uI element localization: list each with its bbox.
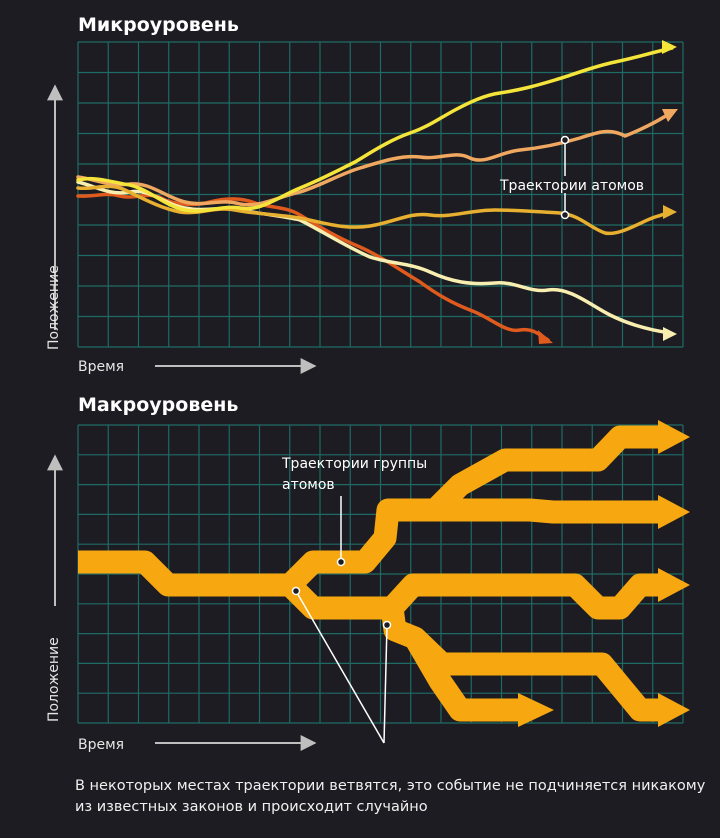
trajectory-gold (76, 184, 674, 236)
arrowhead-gold (663, 205, 677, 219)
band-trunk (78, 550, 290, 597)
macro-bands (78, 425, 660, 722)
micro-y-axis-label: Положение (46, 265, 62, 350)
footnote: В некоторых местах траектории ветвятся, … (75, 778, 706, 815)
band-arrowhead-middle (658, 568, 690, 602)
band-arrowhead-lower (658, 693, 690, 727)
band-arrowhead-upper (658, 420, 690, 454)
band-arrowhead-upper-mid (658, 495, 690, 529)
micro-arrowheads (538, 40, 678, 344)
branch-pointer-line-left (295, 590, 385, 744)
band-arrowhead-lowest (518, 693, 554, 727)
band-middle (281, 573, 660, 620)
arrowhead-pale (663, 327, 677, 341)
arrowhead-yellow (662, 40, 677, 54)
macro-annotation-line1: Траектории группы (281, 456, 427, 472)
branch-point-dot-right (382, 620, 392, 630)
macro-y-axis-label: Положение (46, 637, 62, 722)
band-lowest (405, 632, 520, 722)
micro-trajectories (76, 46, 674, 342)
micro-annotation: Траектории атомов (499, 178, 644, 194)
trajectory-red (76, 192, 550, 342)
micro-annotation-dot-bottom (560, 210, 570, 220)
micro-title: Микроуровень (78, 14, 239, 36)
macro-title: Макроуровень (78, 394, 238, 416)
micro-annotation-dot-top (560, 135, 570, 145)
trajectory-light-orange (76, 110, 674, 207)
macro-x-axis-label: Время (78, 737, 124, 753)
arrowhead-red (538, 330, 553, 344)
macro-annotation-line2: атомов (282, 477, 335, 493)
macro-arrowheads (518, 420, 690, 727)
branch-pointer-line-right (383, 624, 388, 744)
arrowhead-light-orange (662, 109, 678, 122)
trajectory-yellow (76, 46, 674, 213)
macro-annotation-dot (336, 557, 346, 567)
branch-point-dot-left (291, 586, 301, 596)
micro-x-axis-label: Время (78, 359, 124, 375)
band-upper-mid (435, 498, 660, 524)
